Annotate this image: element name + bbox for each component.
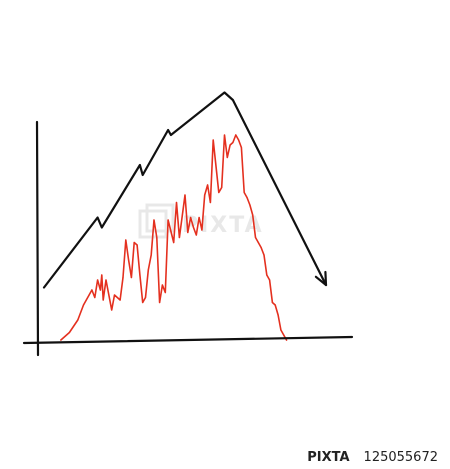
trend-line: [42, 91, 328, 289]
trend-point-5: [167, 129, 169, 131]
series-point-37: [190, 216, 192, 219]
series-point-66: [274, 304, 276, 306]
series-point-51: [232, 141, 234, 144]
series-point-25: [150, 254, 152, 256]
series-point-12: [111, 309, 113, 311]
series-point-2: [77, 319, 79, 321]
y-axis: [35, 120, 40, 357]
series-point-30: [164, 291, 166, 294]
series-point-45: [212, 139, 214, 141]
series-point-64: [269, 279, 271, 281]
series-point-60: [257, 241, 259, 244]
series-point-28: [159, 301, 161, 304]
series-point-0: [60, 339, 62, 341]
series-point-5: [91, 289, 93, 291]
series-point-65: [271, 301, 273, 304]
series-point-31: [167, 219, 169, 221]
series-layer: [60, 134, 288, 341]
trend-point-6: [170, 134, 172, 136]
watermark-text: PIXTA: [182, 213, 264, 238]
series-point-19: [133, 241, 135, 244]
series-point-52: [235, 134, 237, 136]
series-point-34: [178, 236, 180, 239]
series-point-42: [204, 194, 206, 196]
series-point-70: [285, 339, 288, 341]
series-point-8: [99, 289, 101, 291]
trend-point-7: [223, 91, 226, 94]
series-point-14: [119, 299, 121, 301]
series-point-11: [105, 279, 107, 281]
trend-point-4: [142, 174, 144, 176]
series-point-50: [229, 144, 231, 146]
series-point-38: [192, 226, 195, 229]
series-point-44: [209, 201, 211, 204]
x-axis: [22, 335, 354, 345]
series-point-22: [142, 301, 144, 304]
series-point-9: [101, 274, 103, 276]
series-point-49: [226, 156, 228, 159]
series-point-35: [184, 194, 186, 196]
series-point-62: [263, 254, 265, 256]
series-point-27: [156, 236, 158, 239]
series-point-18: [130, 276, 132, 279]
footer-bar: PIXTA 125055672: [0, 445, 450, 469]
series-point-24: [147, 269, 149, 271]
trend-point-0: [43, 286, 45, 289]
series-point-1: [68, 331, 70, 334]
series-point-21: [139, 274, 141, 276]
series-point-68: [280, 329, 282, 331]
series-point-39: [195, 234, 197, 236]
series-point-23: [144, 296, 147, 299]
series-point-10: [102, 299, 104, 301]
series-point-69: [283, 334, 285, 336]
series-point-40: [198, 216, 200, 219]
series-point-16: [125, 239, 127, 241]
series-point-29: [161, 284, 163, 286]
series-point-33: [175, 201, 178, 204]
series-point-4: [88, 294, 90, 296]
series-point-7: [97, 279, 99, 281]
series-point-46: [218, 191, 220, 194]
series-point-47: [221, 186, 223, 189]
series-point-43: [207, 184, 209, 186]
series-point-55: [243, 191, 245, 194]
series-point-41: [201, 229, 203, 231]
series-point-15: [122, 276, 124, 279]
series-point-57: [249, 204, 251, 206]
series-point-13: [113, 294, 116, 296]
series-point-32: [173, 241, 175, 244]
series-point-56: [246, 196, 248, 199]
trend-point-1: [97, 216, 99, 219]
series-point-67: [277, 314, 279, 316]
image-number: 125055672: [363, 449, 438, 465]
series-point-36: [187, 231, 189, 234]
trend-point-8: [232, 99, 234, 101]
series-point-58: [252, 214, 254, 216]
series-point-53: [238, 139, 240, 141]
axes: [22, 120, 354, 357]
trend-arrowhead: [314, 270, 328, 287]
series-point-20: [136, 244, 138, 246]
series-point-17: [128, 259, 130, 261]
series-point-48: [223, 134, 226, 136]
series-point-59: [254, 236, 257, 239]
trend-point-2: [101, 226, 103, 229]
series-point-26: [153, 219, 155, 221]
series-point-3: [82, 304, 85, 306]
series-point-61: [260, 246, 262, 249]
trend-point-3: [139, 164, 141, 166]
series-point-54: [240, 146, 242, 149]
series-point-6: [94, 296, 96, 299]
footer-brand: PIXTA: [307, 449, 350, 465]
trend-layer: [42, 91, 328, 289]
series-point-63: [266, 274, 268, 276]
